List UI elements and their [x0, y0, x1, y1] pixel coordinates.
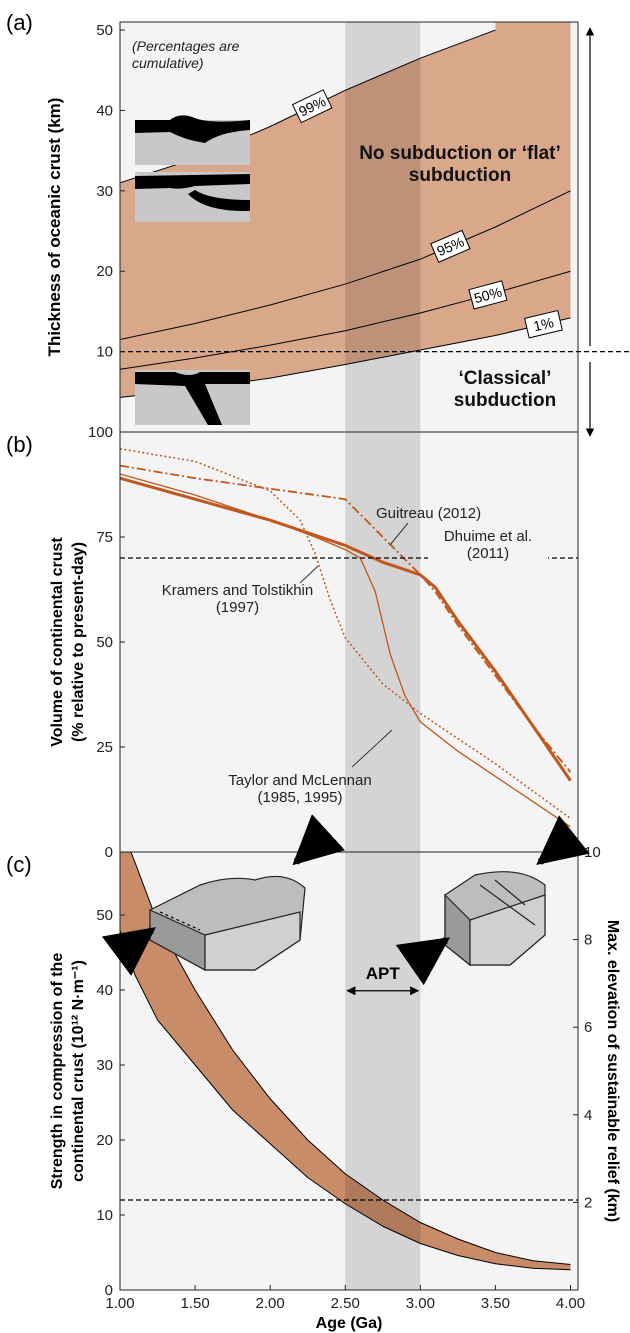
y-tick-label: 30 [96, 183, 113, 200]
plot-area [120, 432, 572, 852]
series-label: Guitreau (2012) [376, 505, 482, 522]
series-line [120, 473, 571, 828]
y-tick-label: 50 [96, 22, 113, 39]
annotation: ‘Classical’ subduction [453, 368, 557, 411]
label-box [430, 229, 471, 263]
icon-blocks [101, 814, 590, 986]
y-tick-label: 0 [105, 1282, 113, 1299]
y2-tick-label: 6 [584, 1019, 592, 1036]
y-axis-label: continental crust (10¹² N·m⁻¹) [70, 960, 87, 1182]
y-axis-label: Strength in compression of the [49, 953, 66, 1190]
y-axis-label: (% relative to present-day) [70, 542, 87, 742]
series-line [120, 190, 571, 341]
panel-letter: (b) [6, 432, 33, 457]
y-tick-label: 20 [96, 1132, 113, 1149]
series-label: Kramers and Tolstikhin (1997) [161, 582, 314, 616]
y-tick-label: 75 [96, 529, 113, 546]
curve-label: 99% [291, 89, 333, 124]
y-tick-label: 40 [96, 982, 113, 999]
x-axis-label: Age (Ga) [316, 1315, 383, 1332]
x-tick-label: 4.00 [556, 1295, 585, 1312]
x-tick-label: 1.00 [105, 1295, 134, 1312]
lower-curve [120, 929, 571, 1271]
highlight-band [345, 22, 421, 432]
x-tick-label: 1.50 [180, 1295, 209, 1312]
y-tick-label: 50 [96, 907, 113, 924]
y-tick-label: 0 [105, 844, 113, 861]
curve-label: 50% [468, 280, 508, 310]
label-text: 1% [532, 314, 555, 334]
series-line [120, 476, 572, 782]
annotation: No subduction or ‘flat’ subduction [359, 143, 561, 186]
y2-tick-label: 2 [584, 1194, 592, 1211]
series-label: Taylor and McLennan (1985, 1995) [228, 772, 372, 806]
plot-area [120, 852, 571, 1290]
y-tick-label: 40 [96, 102, 113, 119]
plot-frame [119, 851, 579, 1291]
label-box [524, 309, 563, 339]
highlight-band [345, 432, 421, 852]
y2-tick-label: 8 [584, 932, 592, 949]
icon-flat-subduction [135, 115, 250, 425]
strength-band [120, 852, 571, 1270]
y-axis-label: Thickness of oceanic crust (km) [45, 98, 64, 357]
y-tick-label: 10 [96, 344, 113, 361]
apt-label: APT [366, 964, 401, 983]
y2-tick-label: 4 [584, 1107, 592, 1124]
y-tick-label: 20 [96, 263, 113, 280]
panel-letter: (c) [6, 852, 32, 877]
y-tick-label: 30 [96, 1057, 113, 1074]
curve-label: 1% [524, 309, 563, 339]
series-label: Dhuime et al. (2011) [428, 528, 548, 562]
label-box [291, 89, 333, 124]
y-tick-label: 100 [88, 424, 113, 441]
shading [120, 22, 571, 398]
x-tick-label: 3.00 [406, 1295, 435, 1312]
series-line [120, 464, 572, 773]
leader-lines [299, 522, 409, 768]
y-tick-label: 10 [96, 1207, 113, 1224]
highlight-band [345, 852, 421, 1290]
y-axis-label: Volume of continental crust [49, 537, 66, 747]
plot-area [120, 22, 571, 432]
annotation: (Percentages are cumulative) [132, 38, 240, 71]
y-tick-label: 25 [96, 739, 113, 756]
y2-tick-label: 10 [584, 844, 601, 861]
label-box [468, 280, 508, 310]
y2-axis-label: Max. elevation of sustainable relief (km… [604, 920, 621, 1222]
x-tick-label: 2.00 [256, 1295, 285, 1312]
panel-letter: (a) [6, 10, 33, 35]
x-tick-label: 2.50 [331, 1295, 360, 1312]
series-line [120, 448, 571, 820]
y-tick-label: 50 [96, 634, 113, 651]
label-text: 50% [472, 284, 503, 307]
x-tick-label: 3.50 [481, 1295, 510, 1312]
